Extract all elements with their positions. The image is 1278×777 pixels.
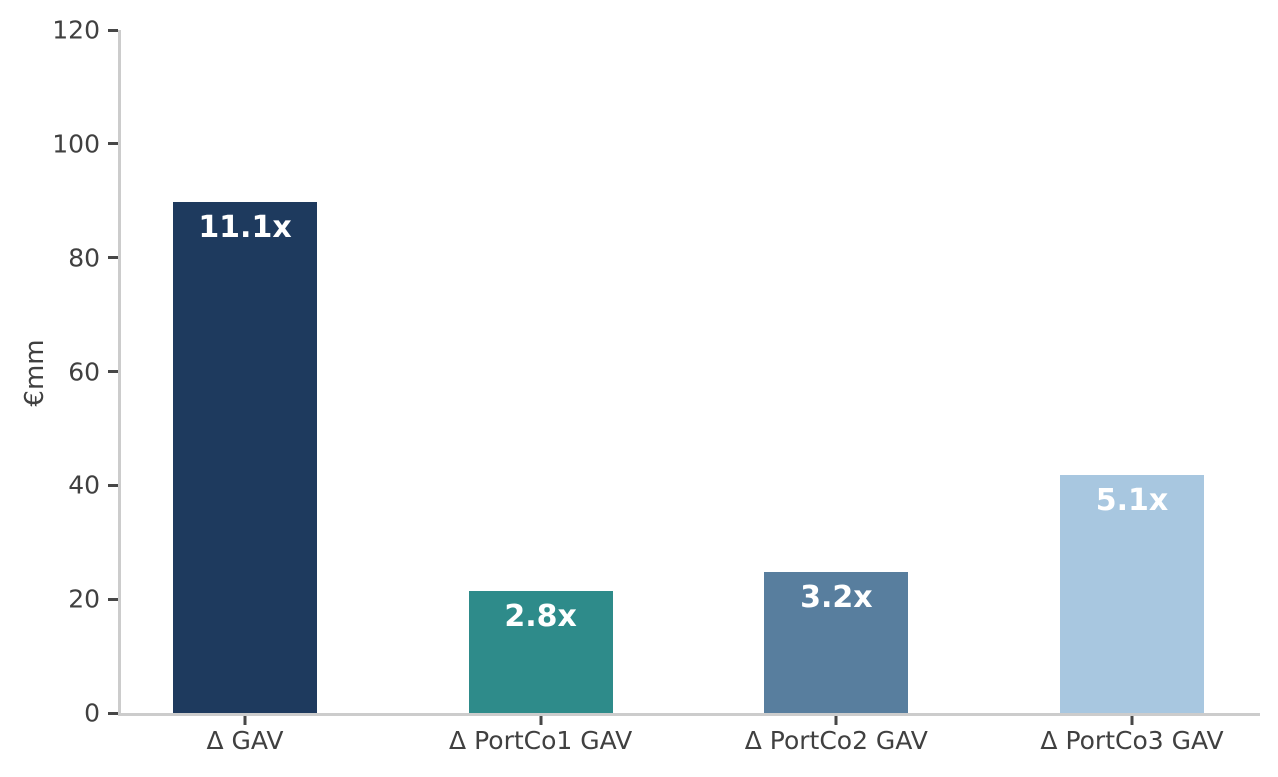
y-tick-mark [108, 256, 118, 260]
y-tick-label: 100 [52, 129, 100, 159]
y-tick-label: 80 [68, 243, 100, 273]
y-tick-label: 60 [68, 357, 100, 386]
bar [468, 590, 613, 713]
x-tick-label: Δ PortCo1 GAV [449, 726, 633, 755]
y-tick-mark [108, 483, 118, 487]
bar [764, 572, 909, 713]
y-tick-label: 20 [68, 584, 100, 614]
bar [173, 201, 317, 713]
x-tick-label: Δ GAV [206, 726, 284, 755]
x-tick-mark [243, 716, 247, 725]
bar-value-label: 5.1x [1095, 483, 1169, 519]
x-tick-mark [1130, 716, 1134, 725]
y-axis-line [118, 30, 121, 716]
y-tick-mark [108, 28, 118, 32]
y-tick-label: 0 [84, 698, 100, 728]
bar-value-label: 3.2x [800, 580, 873, 616]
x-tick-mark [834, 716, 838, 725]
bar [1060, 475, 1204, 713]
y-tick-mark [108, 597, 118, 601]
y-tick-label: 40 [68, 470, 100, 500]
y-tick-mark [108, 142, 118, 146]
y-tick-mark [108, 370, 118, 373]
bar-value-label: 2.8x [504, 598, 577, 634]
bar-value-label: 11.1x [198, 209, 292, 245]
x-axis-line [118, 713, 1260, 716]
y-tick-mark [108, 711, 118, 715]
y-tick-label: 120 [52, 15, 100, 45]
x-tick-label: Δ PortCo2 GAV [744, 726, 928, 755]
x-tick-mark [539, 716, 543, 725]
x-tick-label: Δ PortCo3 GAV [1040, 726, 1224, 755]
